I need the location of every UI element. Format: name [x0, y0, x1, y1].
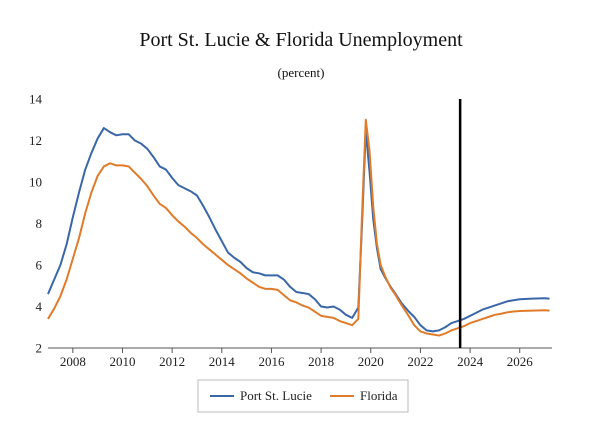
series-lines [47, 118, 550, 337]
y-tick-label: 14 [29, 92, 43, 107]
x-tick-label: 2014 [209, 354, 236, 369]
x-axis-ticks: 2008 2010 2012 2014 2016 2018 2020 2022 2024 2026 [60, 348, 533, 369]
y-tick-label: 10 [29, 175, 42, 190]
x-tick-label: 2012 [159, 354, 185, 369]
y-tick-label: 6 [36, 258, 43, 273]
legend: Port St. Lucie Florida [197, 379, 409, 413]
chart-title: Port St. Lucie & Florida Unemployment [139, 29, 463, 51]
legend-label-port-st-lucie: Port St. Lucie [240, 388, 312, 403]
y-tick-label: 4 [36, 299, 43, 314]
y-tick-label: 12 [29, 133, 42, 148]
x-tick-label: 2024 [457, 354, 484, 369]
x-tick-label: 2018 [308, 354, 334, 369]
x-tick-label: 2008 [60, 354, 86, 369]
x-tick-label: 2020 [358, 354, 384, 369]
x-tick-label: 2010 [109, 354, 135, 369]
x-tick-label: 2022 [407, 354, 433, 369]
y-tick-label: 8 [36, 216, 43, 231]
y-tick-label: 2 [36, 341, 43, 356]
y-axis-ticks: 2 4 6 8 10 12 14 [29, 92, 43, 356]
x-tick-label: 2026 [507, 354, 534, 369]
chart-subtitle: (percent) [278, 65, 325, 80]
x-tick-label: 2016 [258, 354, 285, 369]
legend-label-florida: Florida [360, 388, 398, 403]
series-line-port-st-lucie [47, 127, 550, 333]
series-line-florida [47, 118, 550, 337]
